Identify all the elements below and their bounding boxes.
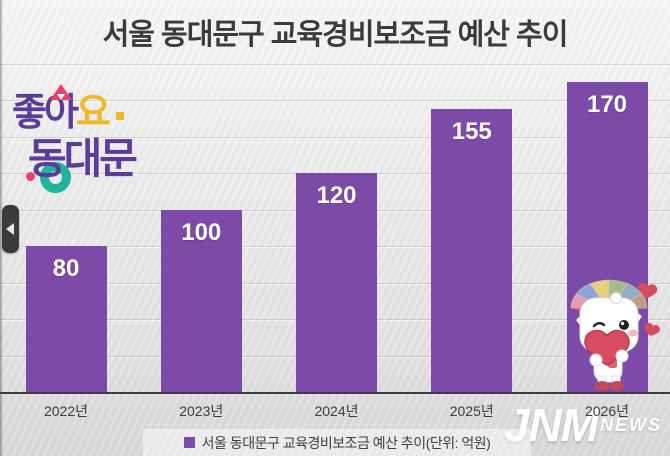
bar-2024년: 120 bbox=[296, 173, 377, 392]
logo-triangle-icon bbox=[50, 84, 72, 100]
logo-triangle-inner-icon bbox=[57, 94, 65, 100]
legend-swatch-icon bbox=[183, 437, 195, 448]
mascot-illustration bbox=[570, 279, 660, 391]
dongdaemun-logo: 좋아요 동대문 bbox=[8, 84, 168, 208]
logo-text-bottom: 동대문 bbox=[28, 135, 138, 182]
legend: 서울 동대문구 교육경비보조금 예산 추이(단위: 억원) bbox=[143, 429, 531, 456]
bar-value-2025년: 155 bbox=[451, 118, 492, 146]
logo-ring-icon bbox=[40, 162, 71, 193]
bar-value-2022년: 80 bbox=[52, 255, 80, 282]
x-label-2026년: 2026년 bbox=[584, 403, 630, 419]
bar-value-2023년: 100 bbox=[181, 218, 222, 246]
x-label-2024년: 2024년 bbox=[314, 403, 359, 419]
left-arrow-icon bbox=[5, 223, 14, 235]
bar-value-2024년: 120 bbox=[316, 182, 357, 209]
x-axis-line bbox=[0, 392, 670, 394]
logo-text-top-main: 좋아 bbox=[12, 92, 79, 134]
bar-2023년: 100 bbox=[160, 209, 242, 392]
gridline-160 bbox=[0, 100, 670, 101]
x-label-2022년: 2022년 bbox=[43, 403, 89, 419]
gridline-180 bbox=[0, 63, 670, 65]
logo-text-top: 좋아요 bbox=[12, 92, 111, 134]
logo-square-icon bbox=[116, 112, 124, 120]
left-edge-shade bbox=[0, 0, 3, 456]
legend-label: 서울 동대문구 교육경비보조금 예산 추이(단위: 억원) bbox=[201, 434, 491, 451]
x-label-2025년: 2025년 bbox=[449, 403, 494, 419]
x-label-2023년: 2023년 bbox=[179, 403, 224, 419]
bar-2022년: 80 bbox=[25, 246, 107, 392]
bar-value-2026년: 170 bbox=[586, 90, 628, 118]
prev-slide-button[interactable] bbox=[2, 205, 19, 253]
bar-2025년: 155 bbox=[431, 109, 513, 392]
page-title: 서울 동대문구 교육경비보조금 예산 추이 bbox=[102, 19, 569, 51]
logo-text-top-accent: 요 bbox=[75, 92, 111, 134]
gridline-140 bbox=[0, 136, 670, 138]
logo-dot-icon bbox=[26, 172, 35, 181]
